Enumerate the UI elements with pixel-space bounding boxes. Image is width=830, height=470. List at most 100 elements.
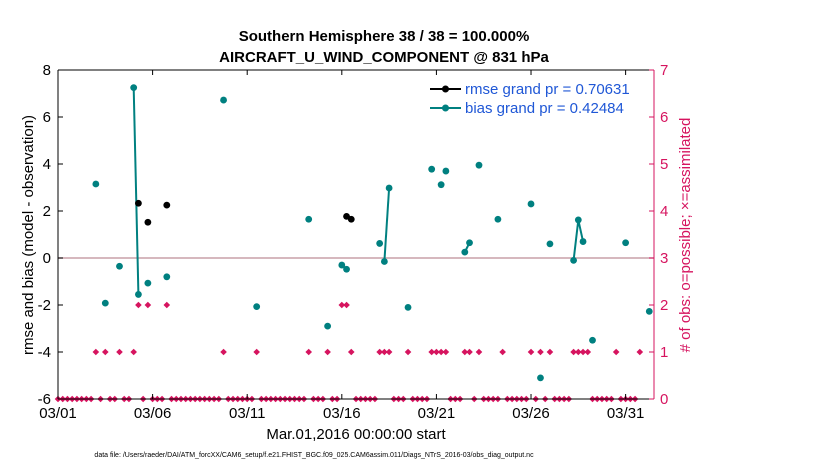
legend: rmse grand pr = 0.70631 bias grand pr = … (425, 78, 649, 120)
y-axis-label: rmse and bias (model - observation) (20, 115, 37, 355)
y-right-tick-label: 1 (660, 344, 668, 361)
obs-count-marker (546, 348, 554, 356)
bias-point (428, 165, 436, 173)
bias-point (380, 258, 388, 265)
legend-rmse-label: rmse grand pr = 0.70631 (465, 81, 630, 98)
obs-count-marker (584, 348, 592, 356)
y-tick-label: -2 (38, 297, 51, 314)
obs-count-marker (575, 348, 582, 356)
x-tick-label: 03/26 (512, 405, 550, 422)
bias-point (622, 239, 630, 247)
obs-count-marker (433, 348, 440, 356)
obs-count-marker (163, 301, 171, 309)
data-file-footer: data file: /Users/raeder/DAI/ATM_forcXX/… (94, 452, 534, 459)
bias-point (461, 248, 469, 256)
y-right-tick-label: 3 (660, 250, 668, 267)
bias-point (589, 336, 596, 344)
legend-bias-marker (442, 104, 449, 112)
obs-count-marker (612, 348, 620, 356)
bias-point (579, 238, 587, 245)
x-tick-label: 03/31 (607, 405, 645, 422)
obs-count-marker (324, 348, 331, 356)
bias-point (475, 161, 483, 169)
bias-line-segment (383, 187, 391, 262)
bias-point (376, 240, 384, 247)
x-tick-label: 03/21 (418, 405, 456, 422)
y-right-tick-label: 7 (660, 62, 668, 79)
tick-layer: 03/01 03/06 03/11 03/16 03/21 03/26 03/31 -6 -4 -… (38, 62, 669, 422)
obs-count-marker (537, 348, 544, 356)
rmse-point (135, 199, 142, 207)
y-tick-label: 2 (43, 203, 51, 220)
y-tick-label: 0 (43, 250, 51, 267)
series-marker-layer (92, 84, 653, 382)
y-right-tick-label: 5 (660, 156, 668, 173)
y-right-tick-label: 4 (660, 203, 668, 220)
plot-area (58, 70, 654, 399)
x-tick-label: 03/06 (134, 405, 172, 422)
bias-point (442, 167, 450, 175)
obs-count-marker (102, 348, 109, 356)
bias-point (324, 322, 332, 330)
obs-count-marker (130, 348, 137, 356)
obs-count-marker (579, 348, 587, 356)
bias-point (527, 200, 535, 208)
y-right-tick-label: 2 (660, 297, 668, 314)
bias-point (253, 303, 261, 311)
obs-count-marker (636, 348, 644, 356)
obs-count-marker (428, 348, 435, 356)
bias-point (135, 291, 142, 298)
bias-point (537, 374, 544, 382)
bias-point (130, 84, 138, 92)
bias-point (385, 184, 393, 192)
bias-point (305, 215, 313, 223)
y-tick-label: 6 (43, 109, 51, 126)
bias-point (163, 273, 171, 281)
bias-point (437, 181, 445, 189)
obs-count-marker (338, 301, 346, 309)
bias-point (144, 279, 152, 287)
rmse-point (163, 201, 171, 209)
obs-count-marker (466, 348, 473, 356)
obs-count-marker (305, 348, 312, 356)
y-tick-label: 8 (43, 62, 51, 79)
obs-count-marker (461, 348, 469, 356)
obs-count-marker (437, 348, 445, 356)
y-tick-label: 4 (43, 156, 51, 173)
obs-count-marker (376, 348, 383, 356)
bias-point (338, 261, 346, 269)
legend-rmse-marker (442, 85, 449, 93)
obs-count-marker (116, 348, 123, 356)
bias-point (466, 239, 473, 247)
y-right-tick-label: 0 (660, 391, 668, 408)
y-axis-label-right: # of obs: o=possible; ×=assimilated (677, 118, 694, 353)
obs-count-marker (404, 348, 412, 356)
y-tick-label: -6 (38, 391, 51, 408)
obs-count-marker (570, 348, 577, 356)
y-tick-label: -4 (38, 344, 51, 361)
bias-point (546, 240, 554, 248)
bias-line-segment (132, 87, 140, 295)
bias-point (645, 307, 653, 315)
legend-bias-label: bias grand pr = 0.42484 (465, 100, 624, 117)
obs-count-marker (347, 348, 355, 356)
x-tick-label: 03/11 (229, 405, 265, 422)
rmse-point (144, 218, 152, 226)
x-axis-label: Mar.01,2016 00:00:00 start (266, 426, 446, 443)
chart-title-line1: Southern Hemisphere 38 / 38 = 100.000% (239, 28, 530, 45)
x-tick-label: 03/01 (39, 405, 77, 422)
legend-box (425, 78, 649, 120)
obs-count-marker (385, 348, 393, 356)
y-right-tick-label: 6 (660, 109, 668, 126)
obs-count-marker (527, 348, 535, 356)
bias-point (404, 303, 412, 311)
bias-point (570, 256, 577, 264)
obs-count-marker (92, 348, 100, 356)
obs-count-marker (343, 301, 350, 309)
obs-count-marker (475, 348, 483, 356)
bias-point (220, 96, 227, 104)
bias-point (574, 216, 582, 224)
x-tick-label: 03/16 (323, 405, 361, 422)
obs-count-marker (442, 348, 450, 356)
chart-title-line2: AIRCRAFT_U_WIND_COMPONENT @ 831 hPa (219, 49, 549, 66)
